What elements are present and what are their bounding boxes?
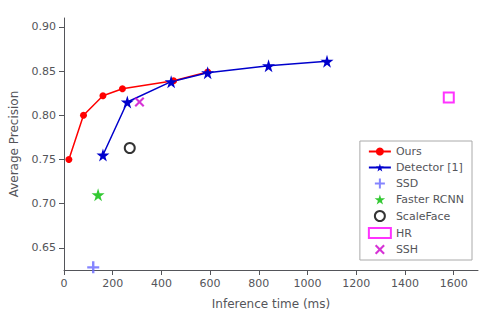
svg-text:0: 0 bbox=[61, 277, 68, 290]
svg-text:Detector [1]: Detector [1] bbox=[396, 161, 463, 174]
svg-text:Ours: Ours bbox=[396, 145, 422, 158]
svg-text:0.90: 0.90 bbox=[32, 20, 57, 33]
svg-text:1400: 1400 bbox=[391, 277, 419, 290]
svg-text:400: 400 bbox=[151, 277, 172, 290]
svg-text:SSD: SSD bbox=[396, 177, 418, 190]
svg-text:800: 800 bbox=[248, 277, 269, 290]
svg-text:ScaleFace: ScaleFace bbox=[396, 210, 451, 223]
svg-text:Faster RCNN: Faster RCNN bbox=[396, 193, 464, 206]
svg-text:200: 200 bbox=[102, 277, 123, 290]
svg-text:1600: 1600 bbox=[440, 277, 468, 290]
svg-text:Average Precision: Average Precision bbox=[7, 91, 21, 198]
svg-text:600: 600 bbox=[200, 277, 221, 290]
svg-text:SSH: SSH bbox=[396, 243, 418, 256]
svg-text:HR: HR bbox=[396, 227, 412, 240]
svg-text:1200: 1200 bbox=[342, 277, 370, 290]
svg-text:0.70: 0.70 bbox=[32, 197, 57, 210]
svg-text:0.85: 0.85 bbox=[32, 65, 57, 78]
svg-text:0.80: 0.80 bbox=[32, 109, 57, 122]
svg-text:Inference time (ms): Inference time (ms) bbox=[212, 297, 330, 311]
svg-text:1000: 1000 bbox=[294, 277, 322, 290]
svg-text:0.75: 0.75 bbox=[32, 153, 57, 166]
svg-text:0.65: 0.65 bbox=[32, 241, 57, 254]
